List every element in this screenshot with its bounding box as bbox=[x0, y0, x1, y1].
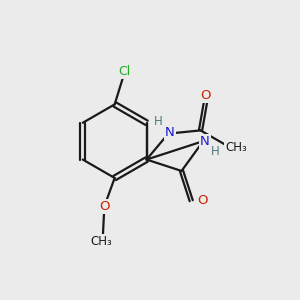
Text: CH₃: CH₃ bbox=[225, 141, 247, 154]
Text: N: N bbox=[165, 126, 175, 139]
Text: H: H bbox=[154, 115, 162, 128]
Text: O: O bbox=[200, 89, 211, 102]
Text: O: O bbox=[197, 194, 208, 207]
Text: H: H bbox=[211, 145, 220, 158]
Text: Cl: Cl bbox=[118, 65, 130, 78]
Text: N: N bbox=[200, 135, 209, 148]
Text: CH₃: CH₃ bbox=[91, 235, 112, 248]
Text: O: O bbox=[99, 200, 110, 213]
